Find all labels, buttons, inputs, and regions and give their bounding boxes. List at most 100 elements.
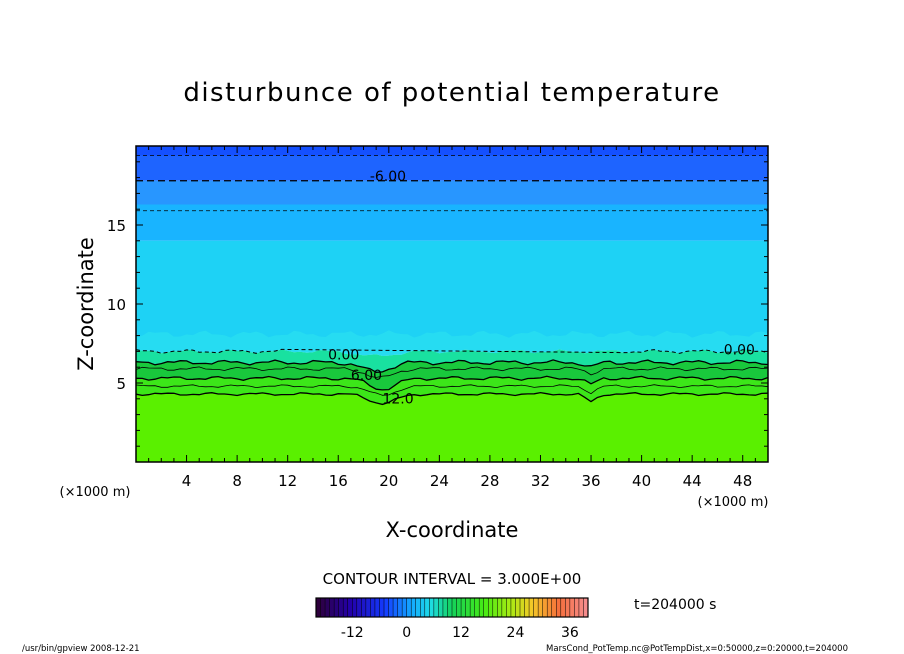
band-sky [136,204,768,241]
band-deep-blue [136,155,768,181]
colorbar-cell [510,598,516,617]
x-tick-label: 36 [581,472,600,490]
band-cyan-light [136,330,768,356]
colorbar-cell [542,598,548,617]
x-tick-label: 20 [379,472,398,490]
colorbar-cell [352,598,358,617]
y-tick-label: 10 [107,296,126,314]
colorbar-cell [365,598,371,617]
colorbar-cell [384,598,389,617]
x-tick-label: 12 [278,472,297,490]
colorbar-cell [343,598,349,617]
colorbar-cell [424,598,430,617]
x-tick-label: 28 [480,472,499,490]
colorbar-cell [538,598,543,617]
colorbar-cell [456,598,462,617]
x-tick-label: 40 [632,472,651,490]
colorbar-cell [565,598,571,617]
colorbar-cell [479,598,485,617]
band-cyan [136,240,768,356]
colorbar-cell [433,598,439,617]
colorbar-cell [316,598,321,617]
x-unit-left: (×1000 m) [60,485,131,500]
colorbar-tick-label: 36 [561,625,579,641]
colorbar-cell [556,598,562,617]
contour-label: -6.00 [370,169,406,185]
colorbar-cell [393,598,398,617]
colorbar-cell [329,598,335,617]
y-tick-label: 15 [107,217,126,235]
colorbar-tick-label: 24 [507,625,525,641]
contour-fill [136,146,768,462]
contour-label: 0.00 [328,347,359,363]
contour-interval: CONTOUR INTERVAL = 3.000E+00 [323,570,582,588]
colorbar-cell [533,598,539,617]
colorbar-cell [578,598,584,617]
colorbar-cell [501,598,507,617]
colorbar-cell [442,598,448,617]
x-tick-label: 4 [182,472,192,490]
colorbar-cell [415,598,421,617]
x-axis: 4 8 12 16 20 24 28 32 36 40 44 48 [148,146,756,490]
x-tick-label: 16 [329,472,348,490]
chart-title: disturbunce of potential temperature [183,78,720,108]
contour-lines [135,155,769,406]
x-axis-label: X-coordinate [386,518,519,542]
colorbar-cell [474,598,480,617]
colorbar-cell [529,598,534,617]
colorbar-cell [520,598,525,617]
colorbar-cell [452,598,457,617]
colorbar-cell [461,598,466,617]
colorbar-cell [560,598,566,617]
y-axis: 5 10 15 [107,161,768,447]
colorbar-cell [320,598,326,617]
colorbar-cell [547,598,553,617]
colorbar-cell [524,598,530,617]
colorbar-cell [370,598,376,617]
time-stamp: t=204000 s [634,597,716,613]
colorbar-cell [356,598,362,617]
contour-line-12 [135,391,769,406]
contour-label: 6.00 [351,368,382,384]
colorbar-cell [470,598,475,617]
colorbar-cell [347,598,353,617]
colorbar-cell [483,598,489,617]
colorbar-cell [488,598,494,617]
colorbar-tick-label: -12 [341,625,364,641]
footer-left: /usr/bin/gpview 2008-12-21 [22,644,140,654]
y-axis-label: Z-coordinate [74,237,98,371]
x-unit-right: (×1000 m) [698,495,769,510]
colorbar-cell [374,598,380,617]
colorbar-cell [551,598,557,617]
colorbar-cell [515,598,521,617]
colorbar-cell [325,598,330,617]
colorbar-cell [429,598,435,617]
colorbar: -12 0 12 24 36 [315,597,589,641]
colorbar-cell [406,598,412,617]
contour-label: 0.00 [724,343,755,359]
colorbar-cell [388,598,394,617]
colorbar-cell [397,598,403,617]
colorbar-cell [420,598,426,617]
contour-line-neg-small [135,348,769,354]
y-tick-label: 5 [116,375,126,393]
colorbar-cell [583,598,589,617]
colorbar-cell [361,598,367,617]
footer-right: MarsCond_PotTemp.nc@PotTempDist,x=0:5000… [546,644,848,654]
colorbar-cell [465,598,471,617]
colorbar-cell [574,598,580,617]
colorbar-cell [497,598,503,617]
colorbar-tick-label: 12 [452,625,470,641]
band-teal [136,349,768,373]
colorbar-cell [438,598,444,617]
colorbar-cell [379,598,385,617]
colorbar-cell [492,598,498,617]
x-tick-label: 44 [683,472,702,490]
x-tick-label: 8 [232,472,242,490]
colorbar-frame [315,597,589,618]
band-top [136,146,768,156]
contour-line-zero [135,359,769,373]
colorbar-cell [447,598,453,617]
